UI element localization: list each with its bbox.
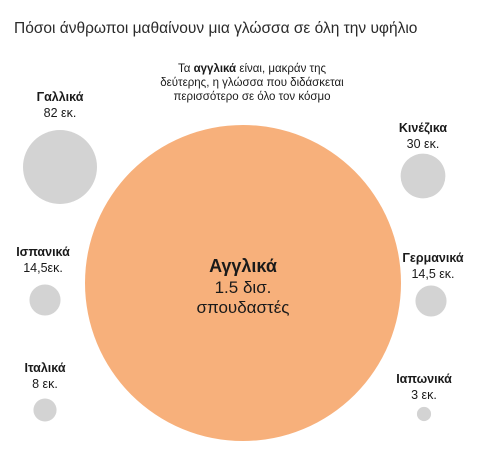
label-value-ιαπωνικα: 3 εκ. (411, 388, 437, 402)
bubble-ιαπωνικα (416, 406, 432, 422)
label-name-γαλλικα: Γαλλικά (37, 90, 84, 104)
bubble-ισπανικα (29, 284, 61, 316)
label-name-ισπανικα: Ισπανικά (16, 245, 70, 259)
label-value-γερμανικα: 14,5 εκ. (411, 267, 454, 281)
label-name-γερμανικα: Γερμανικά (402, 251, 463, 265)
bubble-main-unit: σπουδαστές (196, 298, 289, 317)
label-value-ιταλικα: 8 εκ. (32, 377, 58, 391)
label-value-ισπανικα: 14,5εκ. (23, 261, 63, 275)
annotation-note: Τα αγγλικά είναι, μακράν της δεύτερης, η… (152, 62, 352, 104)
bubble-main-value: 1.5 δισ. (215, 278, 272, 297)
bubble-main-name: Αγγλικά (209, 256, 277, 276)
annotation-bold: αγγλικά (193, 63, 237, 75)
label-name-ιταλικα: Ιταλικά (24, 361, 65, 375)
bubble-κινεζικα (400, 153, 446, 199)
bubble-main (85, 125, 401, 441)
annotation-prefix: Τα (177, 63, 194, 75)
bubble-γερμανικα (415, 285, 447, 317)
annotation-rest: είναι, μακράν της δεύτερης, η γλώσσα που… (160, 63, 344, 103)
bubble-ιταλικα (33, 398, 57, 422)
label-value-γαλλικα: 82 εκ. (44, 106, 77, 120)
label-name-ιαπωνικα: Ιαπωνικά (396, 372, 452, 386)
chart-title: Πόσοι άνθρωποι μαθαίνουν μια γλώσσα σε ό… (14, 20, 418, 37)
label-value-κινεζικα: 30 εκ. (407, 137, 440, 151)
bubble-γαλλικα (23, 130, 97, 204)
label-name-κινεζικα: Κινέζικα (399, 121, 448, 135)
